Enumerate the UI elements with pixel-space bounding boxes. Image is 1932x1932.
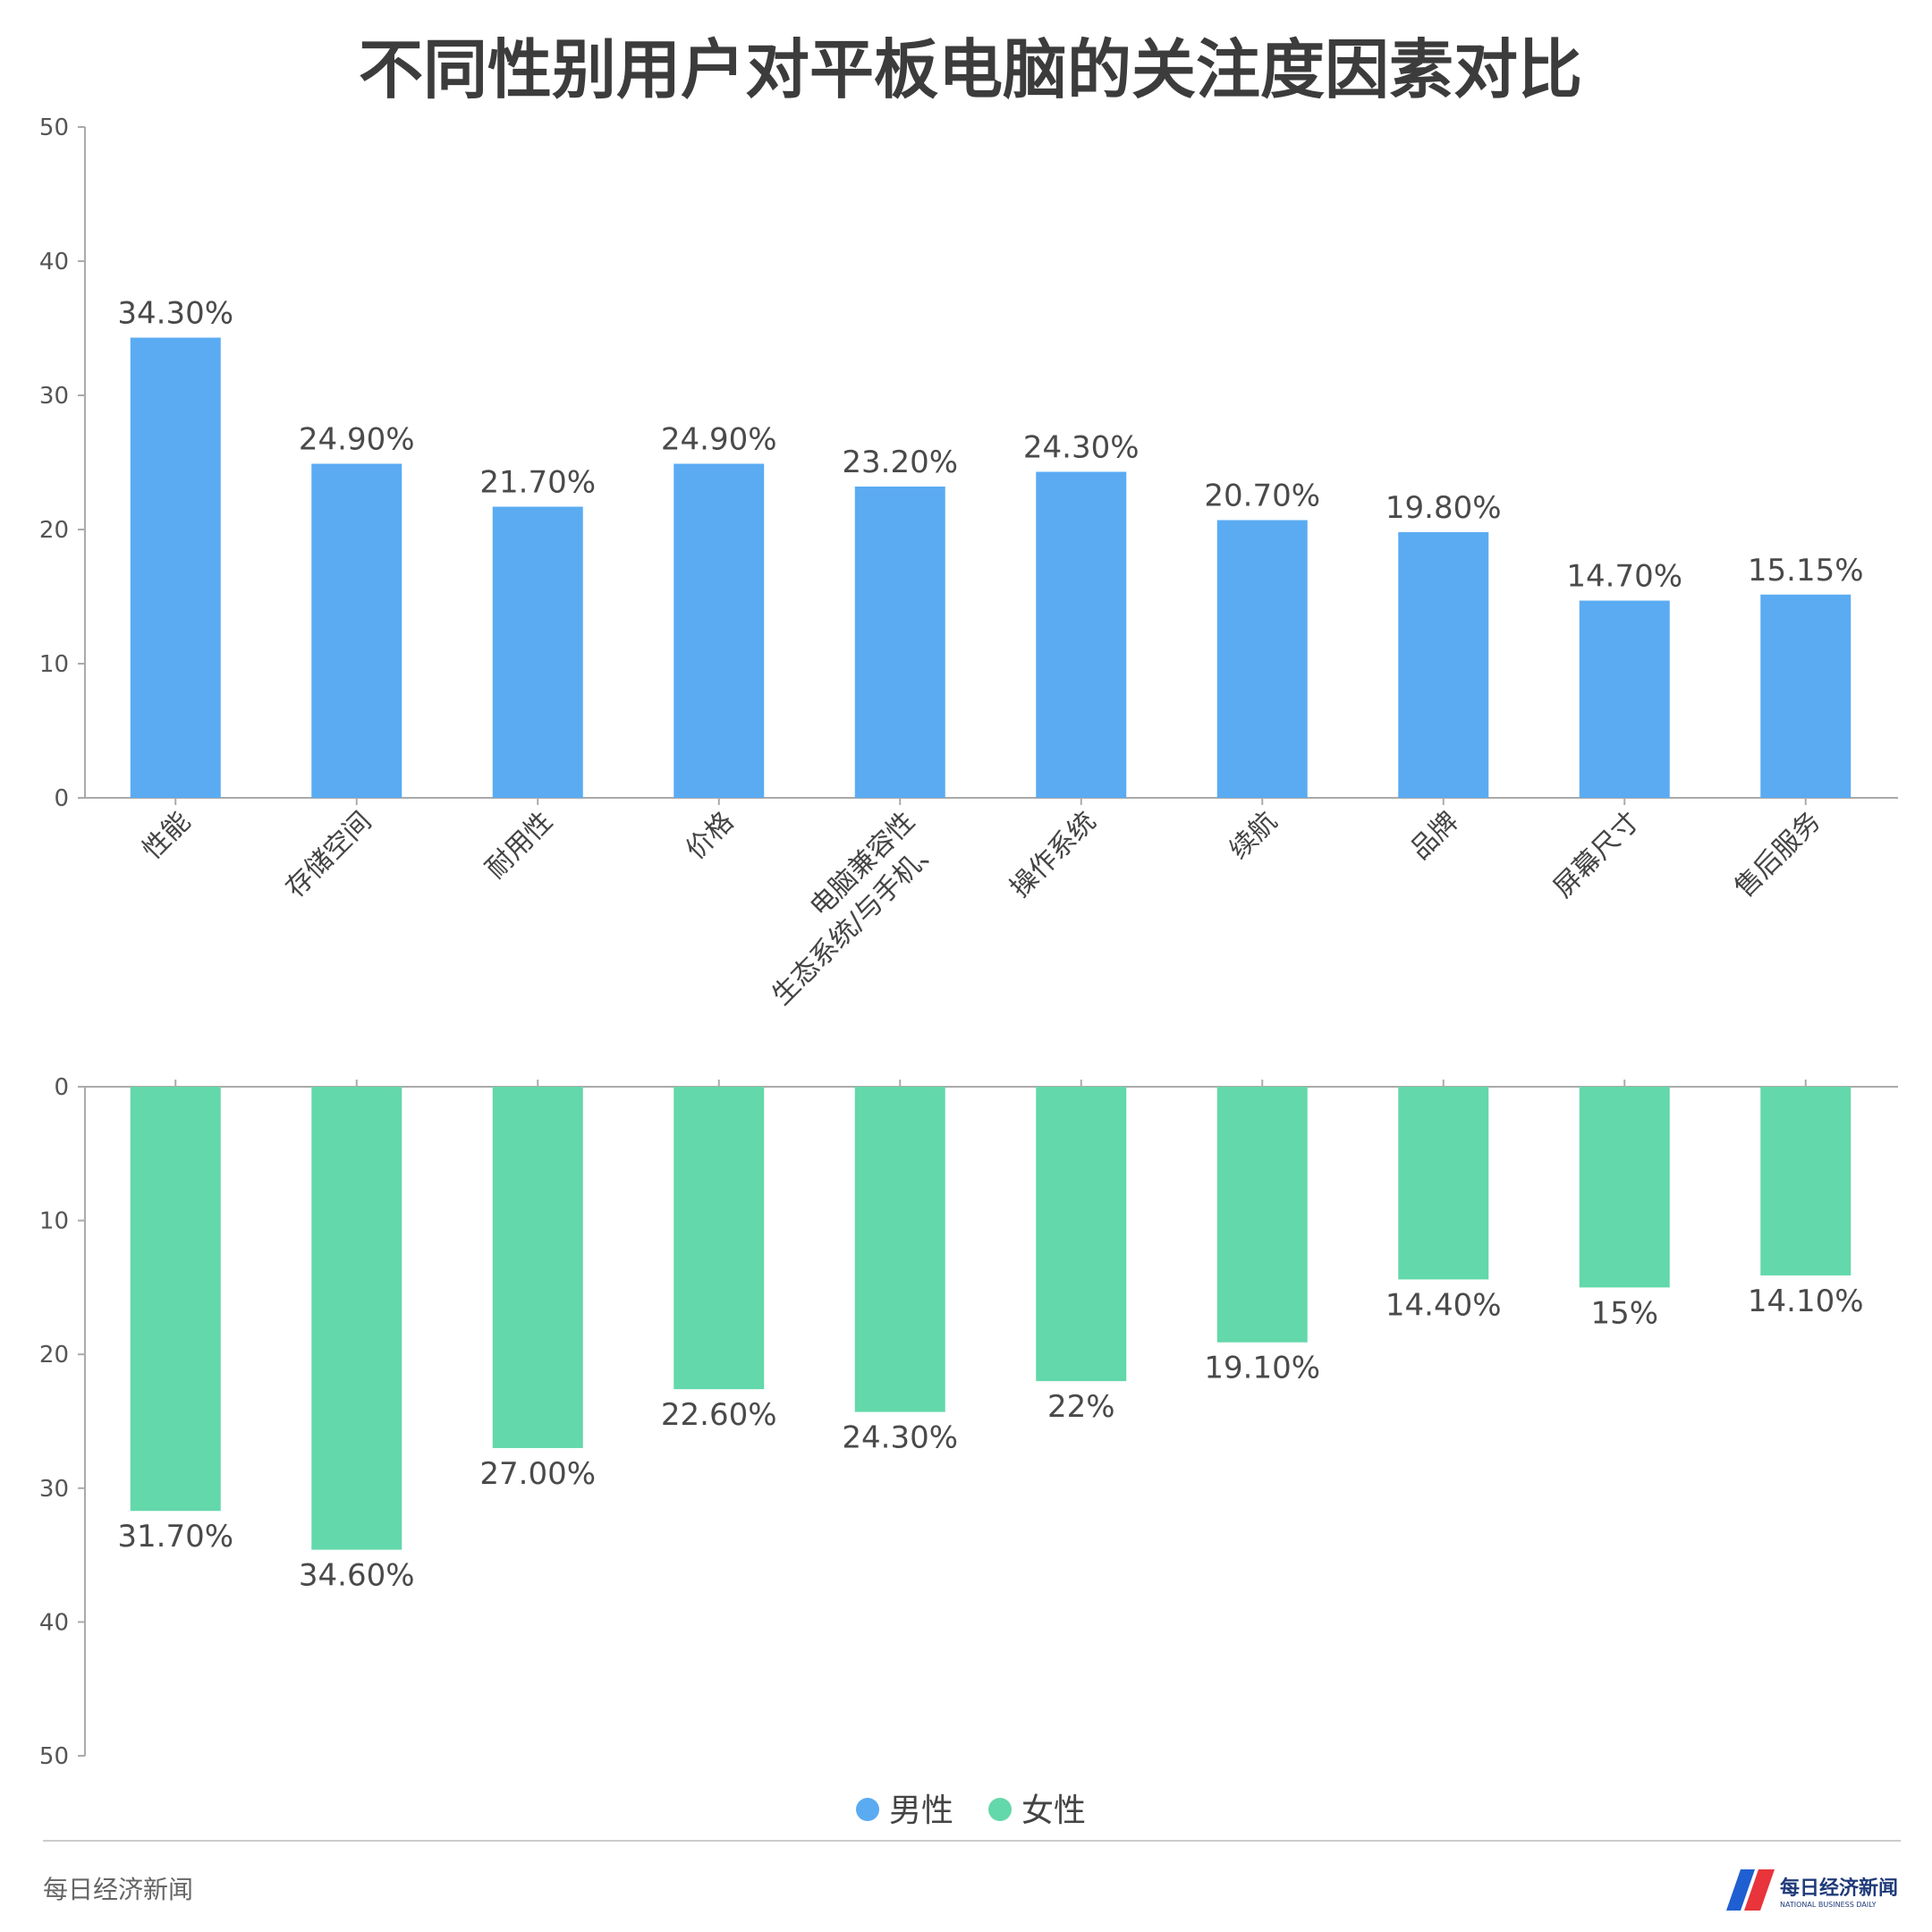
female-data-label: 14.10% (1748, 1284, 1864, 1319)
category-label: 续航 (1224, 806, 1284, 866)
male-ytick-label: 20 (39, 517, 69, 544)
legend-swatch (856, 1798, 879, 1821)
male-data-label: 21.70% (479, 465, 596, 501)
female-bar (1036, 1087, 1127, 1382)
female-ytick-label: 10 (39, 1208, 69, 1235)
male-bar (492, 506, 583, 798)
female-bar (492, 1087, 583, 1448)
female-data-label: 24.30% (842, 1420, 958, 1456)
female-bar (311, 1087, 402, 1550)
female-panel: 0 10 20 30 40 50 31.70% 34.60% 27.00% 22.60% 24.30… (39, 1074, 1898, 1770)
category-label: 耐用性 (480, 806, 559, 885)
male-ytick-label: 50 (39, 114, 69, 141)
legend-swatch (988, 1798, 1012, 1821)
male-panel: 0 10 20 30 40 50 34.30% 24.90% 21.70% 24.90% 23.20… (39, 114, 1898, 812)
category-label: 屏幕尺寸 (1547, 806, 1646, 904)
male-data-label: 14.70% (1566, 559, 1682, 595)
male-data-label: 23.20% (842, 445, 958, 480)
male-ytick-label: 0 (54, 785, 69, 812)
male-bar (1398, 532, 1489, 798)
female-bar (674, 1087, 765, 1390)
logo: 每日经济新闻 NATIONAL BUSINESS DAILY (1726, 1869, 1898, 1911)
male-data-label: 15.15% (1748, 553, 1864, 589)
female-data-label: 27.00% (479, 1456, 596, 1492)
female-data-label: 34.60% (299, 1558, 415, 1594)
male-data-label: 19.80% (1385, 490, 1502, 526)
female-ytick-label: 0 (54, 1074, 69, 1101)
male-bar (1579, 600, 1670, 798)
female-data-label: 31.70% (117, 1519, 233, 1555)
male-bar (311, 463, 402, 798)
female-ytick-label: 30 (39, 1476, 69, 1503)
female-bar (1760, 1087, 1852, 1275)
category-labels: 性能 存储空间 耐用性 价格 电脑兼容性生态系统/与手机、 操作系统 续航 品牌 屏幕尺寸 售后服… (137, 806, 1827, 1012)
male-ytick-label: 40 (39, 249, 69, 275)
female-data-label: 22% (1047, 1389, 1115, 1425)
female-ytick-label: 20 (39, 1342, 69, 1368)
male-data-label: 24.90% (661, 422, 777, 458)
female-bar (1398, 1087, 1489, 1280)
source-label: 每日经济新闻 (43, 1875, 193, 1904)
logo-mark-icon (1726, 1869, 1775, 1911)
logo-subtext: NATIONAL BUSINESS DAILY (1780, 1901, 1877, 1909)
male-bar (1216, 520, 1308, 798)
chart-title: 不同性别用户对平板电脑的关注度因素对比 (359, 32, 1582, 107)
category-label: 操作系统 (1004, 806, 1103, 904)
category-label: 存储空间 (280, 806, 378, 904)
category-label: 品牌 (1404, 806, 1464, 866)
legend: 男性 女性 (856, 1792, 1086, 1829)
male-data-label: 34.30% (117, 296, 233, 332)
female-data-label: 14.40% (1385, 1287, 1502, 1323)
category-label: 价格 (680, 806, 740, 866)
male-data-label: 20.70% (1204, 479, 1320, 514)
female-bar (1579, 1087, 1670, 1288)
male-bar (854, 487, 945, 798)
male-data-label: 24.90% (299, 422, 415, 458)
male-data-label: 24.30% (1023, 430, 1140, 466)
female-ytick-label: 40 (39, 1609, 69, 1636)
male-bar (1760, 594, 1852, 798)
female-data-label: 15% (1590, 1295, 1658, 1331)
legend-label: 男性 (889, 1792, 953, 1829)
female-bar (1216, 1087, 1308, 1343)
female-data-label: 22.60% (661, 1397, 777, 1433)
female-bar (130, 1087, 221, 1512)
female-ytick-label: 50 (39, 1743, 69, 1770)
male-ytick-label: 10 (39, 651, 69, 678)
legend-label: 女性 (1021, 1792, 1086, 1829)
male-ytick-label: 30 (39, 383, 69, 410)
female-bar (854, 1087, 945, 1412)
male-bar (130, 337, 221, 798)
category-label: 售后服务 (1729, 806, 1827, 904)
logo-text: 每日经济新闻 (1780, 1877, 1898, 1900)
category-label: 性能 (137, 806, 197, 866)
category-label: 电脑兼容性生态系统/与手机、 (741, 806, 946, 1012)
male-bar (674, 463, 765, 798)
male-bar (1036, 471, 1127, 798)
female-data-label: 19.10% (1204, 1351, 1320, 1386)
